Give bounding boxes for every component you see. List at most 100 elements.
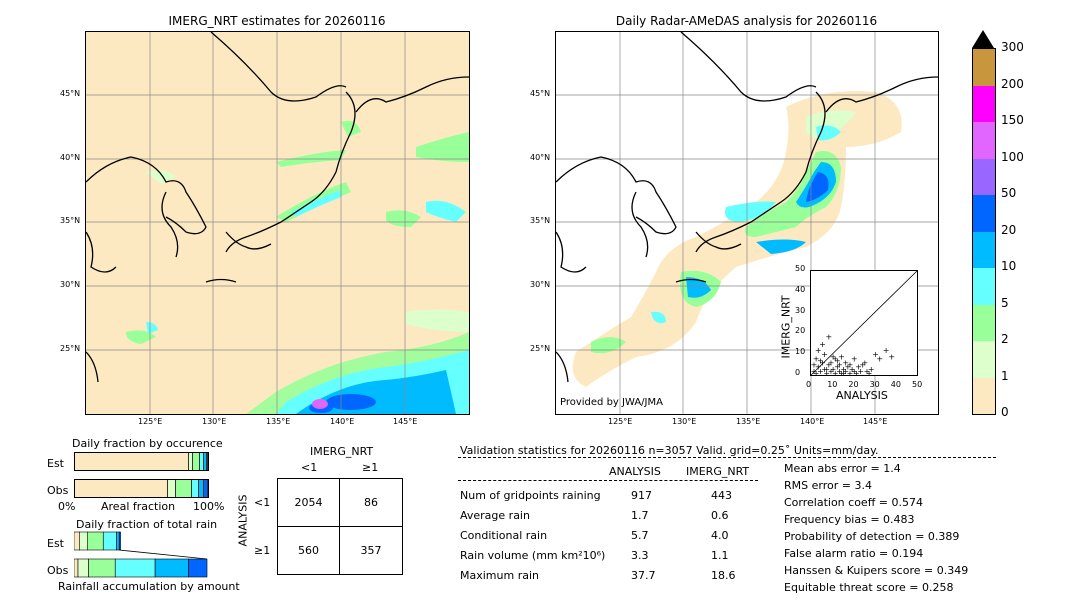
validation-value-analysis: 1.7 xyxy=(631,509,649,522)
validation-score: Hanssen & Kuipers score = 0.349 xyxy=(784,564,969,577)
occurrence-est-label: Est xyxy=(47,457,64,470)
scatter-xtick: 40 xyxy=(890,380,901,389)
rain-fraction-segment xyxy=(154,558,189,578)
left-map-canvas xyxy=(86,32,469,414)
left-lat-label: 45°N xyxy=(60,89,81,98)
occurrence-title: Daily fraction by occurence xyxy=(72,437,223,450)
colorbar-tick-label: 1 xyxy=(1001,368,1009,383)
rain-fraction-segment xyxy=(77,558,89,578)
contingency-row-label: <1 xyxy=(254,496,271,509)
scatter-xtick: 50 xyxy=(912,380,923,389)
scatter-point: + xyxy=(834,363,841,372)
right-lon-label: 145°E xyxy=(863,417,888,426)
scatter-ytick: 30 xyxy=(795,305,806,315)
scatter-point: + xyxy=(862,359,869,368)
rain-connector-line xyxy=(118,549,208,560)
validation-col-imerg: IMERG_NRT xyxy=(686,465,750,478)
right-lat-label: 25°N xyxy=(530,344,551,353)
occurrence-segment xyxy=(206,453,208,470)
occurrence-segment xyxy=(75,453,190,470)
scatter-point: + xyxy=(813,369,820,375)
rain-est-bar xyxy=(74,531,121,551)
scatter-plot: + + + + + + + + + + + + + + + + + + + + + + + + + + + + + + + + + + + + + + + +… xyxy=(810,270,918,376)
scatter-point: + xyxy=(834,356,841,365)
validation-score: False alarm ratio = 0.194 xyxy=(784,547,924,560)
occurrence-segment xyxy=(203,453,207,470)
scatter-point: + xyxy=(849,365,856,374)
left-lon-label: 130°E xyxy=(202,417,227,426)
right-lat-label: 35°N xyxy=(530,216,551,225)
validation-value-analysis: 917 xyxy=(631,489,652,502)
occurrence-segment xyxy=(200,453,204,470)
scatter-point: + xyxy=(813,354,820,363)
scatter-point: + xyxy=(847,369,854,375)
occurrence-segment xyxy=(189,453,194,470)
colorbar-tick-label: 20 xyxy=(1001,222,1017,237)
rain-obs-bar xyxy=(74,558,208,578)
scatter-point: + xyxy=(888,352,895,361)
scatter-point: + xyxy=(832,354,839,363)
scatter-point: + xyxy=(842,367,849,375)
occurrence-obs-label: Obs xyxy=(47,484,69,497)
occurrence-obs-bar xyxy=(74,479,209,498)
contingency-cell: 560 xyxy=(298,544,319,557)
scatter-point: + xyxy=(811,361,817,370)
scatter-point: + xyxy=(857,367,864,375)
occurrence-segment xyxy=(176,480,193,497)
scatter-point: + xyxy=(811,367,817,375)
right-lat-label: 40°N xyxy=(530,153,551,162)
colorbar-segment xyxy=(973,304,995,341)
contingency-row-title: ANALYSIS xyxy=(236,494,250,547)
colorbar-tick-label: 2 xyxy=(1001,332,1009,346)
scatter-ytick: 10 xyxy=(795,347,806,357)
right-lon-label: 125°E xyxy=(608,417,633,426)
scatter-point: + xyxy=(819,340,826,349)
scatter-ytick: 50 xyxy=(795,264,806,273)
scatter-xtick: 30 xyxy=(869,380,880,389)
left-lon-label: 145°E xyxy=(393,417,418,426)
left-coastline xyxy=(86,32,469,383)
table-divider xyxy=(278,526,402,527)
rain-obs-label: Obs xyxy=(47,564,69,577)
scatter-point: + xyxy=(864,367,871,375)
scatter-point: + xyxy=(819,359,826,368)
scatter-point: + xyxy=(859,361,866,370)
scatter-ytick: 0 xyxy=(795,368,801,377)
scatter-point: + xyxy=(872,350,879,359)
validation-table-separator xyxy=(458,480,758,481)
rain-est-label: Est xyxy=(47,537,64,550)
scatter-point: + xyxy=(817,356,824,365)
scatter-point: + xyxy=(821,365,828,374)
colorbar-segment xyxy=(973,49,995,86)
contingency-cell: 2054 xyxy=(294,496,323,509)
left-map xyxy=(85,31,470,415)
rain-fraction-segment xyxy=(118,531,121,551)
scatter-point: + xyxy=(830,365,837,374)
scatter-ylabel: IMERG_NRT xyxy=(779,295,793,359)
occurrence-segment xyxy=(168,480,177,497)
left-map-title: IMERG_NRT estimates for 20260116 xyxy=(168,14,386,28)
scatter-point: + xyxy=(868,365,875,374)
left-lat-label: 25°N xyxy=(60,344,81,353)
contingency-col-label: <1 xyxy=(301,461,318,474)
scatter-point: + xyxy=(845,363,852,372)
validation-value-analysis: 5.7 xyxy=(631,529,649,542)
colorbar-tick-label: 300 xyxy=(1001,40,1024,54)
left-rain-patches xyxy=(126,120,469,414)
right-lat-label: 30°N xyxy=(530,280,551,289)
rain-fraction-segment xyxy=(87,531,104,551)
scatter-xtick: 0 xyxy=(806,380,812,389)
left-lat-label: 35°N xyxy=(60,216,81,225)
left-lon-label: 140°E xyxy=(330,417,355,426)
right-lon-label: 130°E xyxy=(672,417,697,426)
validation-value-imerg: 1.1 xyxy=(711,549,729,562)
validation-value-imerg: 0.6 xyxy=(711,509,729,522)
validation-separator xyxy=(458,457,996,458)
rain-fraction-segment xyxy=(188,558,208,578)
validation-value-imerg: 18.6 xyxy=(711,569,736,582)
contingency-cell: 86 xyxy=(364,496,378,509)
scatter-point: + xyxy=(838,369,845,375)
scatter-point: + xyxy=(840,369,847,375)
validation-row-label: Num of gridpoints raining xyxy=(460,489,601,502)
rain-fraction-segment xyxy=(114,558,156,578)
